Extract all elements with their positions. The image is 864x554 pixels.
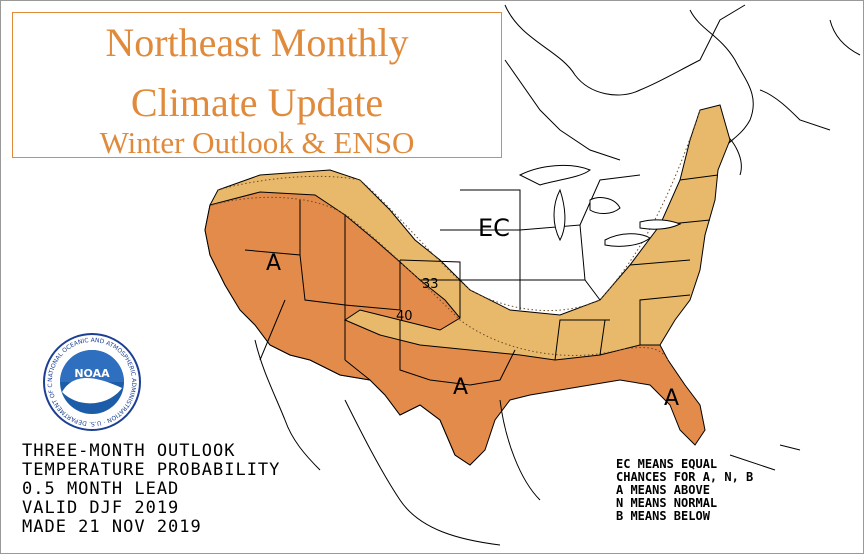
outlook-caption: THREE-MONTH OUTLOOK TEMPERATURE PROBABIL…: [22, 442, 280, 537]
state-boundaries: [244, 174, 719, 386]
contour-33-label: 33: [422, 277, 439, 292]
caption-line-1: THREE-MONTH OUTLOOK: [22, 441, 236, 461]
caption-line-4: VALID DJF 2019: [22, 498, 180, 518]
legend-line-2: CHANCES FOR A, N, B: [616, 470, 754, 484]
contour-40-line: [211, 196, 669, 361]
mexico-coastline: [254, 339, 801, 546]
ec-label: EC: [478, 214, 510, 242]
canada-coastlines: [504, 4, 861, 176]
legend-line-1: EC MEANS EQUAL: [616, 457, 718, 471]
legend-line-4: N MEANS NORMAL: [616, 496, 718, 510]
above-label-west: A: [266, 251, 281, 276]
legend-line-5: B MEANS BELOW: [616, 509, 710, 523]
title-line-1: Northeast Monthly: [105, 20, 409, 65]
legend-line-3: A MEANS ABOVE: [616, 483, 710, 497]
great-lakes: [518, 165, 682, 247]
caption-line-2: TEMPERATURE PROBABILITY: [22, 460, 281, 480]
contour-40-label: 40: [396, 309, 413, 324]
title-box: Northeast Monthly Climate Update Winter …: [12, 12, 502, 160]
logo-noaa-text: NOAA: [74, 367, 110, 380]
title-line-2: Climate Update: [130, 80, 384, 125]
map-legend: EC MEANS EQUAL CHANCES FOR A, N, B A MEA…: [616, 458, 753, 523]
caption-line-3: 0.5 MONTH LEAD: [22, 479, 180, 499]
above-label-texas: A: [453, 375, 468, 400]
caption-line-5: MADE 21 NOV 2019: [22, 517, 202, 537]
above-label-florida: A: [664, 386, 679, 411]
title-subtitle: Winter Outlook & ENSO: [99, 125, 415, 160]
above-40-region: [204, 191, 706, 466]
